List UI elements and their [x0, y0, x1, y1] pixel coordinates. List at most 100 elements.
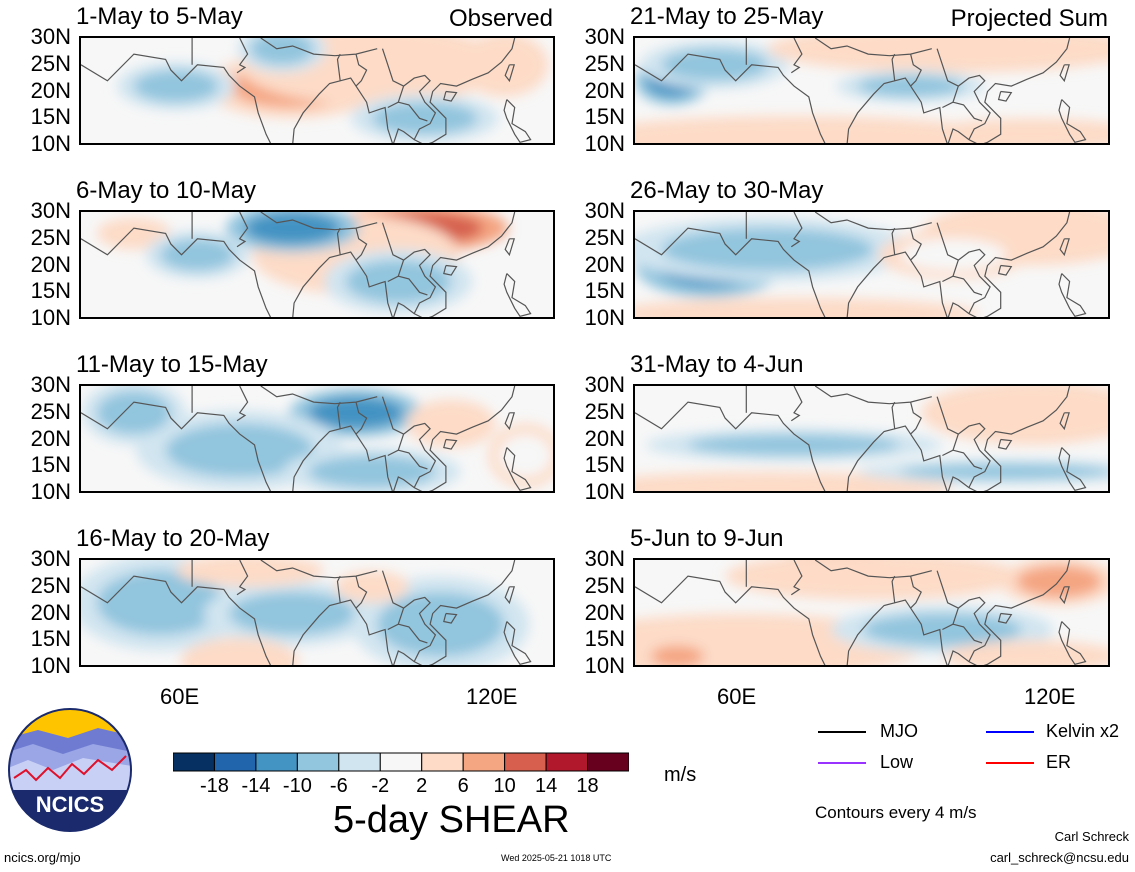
coastline-taiwan	[1059, 586, 1070, 605]
country-border	[403, 248, 437, 314]
ytick-label: 20N	[584, 425, 625, 451]
colorbar-tick-label: 2	[416, 775, 428, 797]
coastline-philippines	[503, 447, 532, 491]
country-border	[891, 575, 896, 603]
country-border	[403, 596, 437, 662]
ytick-label: 25N	[30, 398, 71, 424]
coastline-hainan	[997, 438, 1013, 450]
panel-tag: Observed	[448, 5, 553, 32]
panel-tag: Projected Sum	[950, 5, 1108, 32]
country-border	[936, 222, 960, 283]
coastline	[635, 212, 1071, 317]
footer-author: Carl Schreck	[1054, 829, 1129, 844]
country-border	[790, 560, 803, 596]
country-border	[957, 74, 991, 140]
colorbar-tick-label: -6	[329, 775, 348, 797]
ytick-label: 30N	[30, 198, 71, 223]
country-border	[381, 48, 405, 109]
coastline-philippines	[1058, 621, 1087, 665]
country-border	[952, 449, 983, 470]
country-border	[957, 422, 991, 488]
footer-url: ncics.org/mjo	[4, 850, 81, 865]
ytick-label: 10N	[30, 131, 71, 156]
colorbar-tick-label: -2	[371, 775, 390, 797]
country-border	[355, 53, 368, 87]
country-border	[910, 227, 922, 261]
country-border	[891, 227, 896, 255]
shear-blob	[419, 407, 483, 440]
legend-kelvin-label: Kelvin x2	[1046, 721, 1120, 741]
panel-title: 1-May to 5-May	[76, 3, 243, 30]
panel-title: 21-May to 25-May	[630, 3, 824, 30]
ytick-label: 15N	[584, 104, 625, 130]
colorbar-title: 5-day SHEAR	[333, 799, 570, 841]
coastline	[635, 560, 1071, 665]
country-border	[236, 386, 249, 422]
country-border	[336, 227, 341, 255]
coastline-hainan	[443, 612, 458, 624]
map-panel	[79, 384, 555, 493]
country-border	[355, 575, 368, 609]
colorbar-swatch	[296, 752, 340, 772]
coastline	[635, 386, 1071, 491]
coastline-taiwan	[504, 412, 516, 431]
ytick-label: 20N	[30, 425, 71, 451]
ytick-label: 25N	[584, 398, 625, 424]
xtick-60e-right: 60E	[717, 684, 757, 709]
colorbar-swatch	[379, 752, 423, 772]
ytick-label: 15N	[30, 452, 71, 478]
xtick-60e-left: 60E	[160, 684, 200, 709]
country-border	[260, 560, 378, 579]
country-border	[891, 53, 896, 81]
coastline-hainan	[997, 612, 1013, 624]
shear-blob	[688, 434, 900, 456]
colorbar-tick-label: 6	[457, 775, 469, 797]
colorbar-swatch	[587, 752, 630, 772]
country-border	[398, 449, 428, 470]
country-border	[236, 38, 249, 74]
country-border	[403, 74, 437, 140]
ytick-label: 10N	[584, 653, 625, 678]
colorbar-tick-label: 14	[534, 775, 558, 797]
country-border	[398, 275, 428, 296]
colorbar-tick-label: -14	[241, 775, 271, 797]
country-border	[910, 575, 922, 609]
coastline-taiwan	[504, 238, 516, 257]
coastline-taiwan	[504, 586, 516, 605]
shear-map	[81, 386, 553, 491]
country-border	[790, 212, 803, 248]
shear-blob	[498, 434, 552, 477]
country-border	[403, 422, 437, 488]
ytick-label: 10N	[584, 131, 625, 156]
shear-blob	[197, 560, 304, 582]
shear-blob	[308, 396, 404, 429]
ytick-label: 10N	[584, 305, 625, 330]
colorbar-swatch	[213, 752, 257, 772]
coastline-taiwan	[504, 64, 516, 83]
coastline-philippines	[503, 99, 532, 143]
country-border	[355, 401, 368, 435]
coastline-hainan	[997, 264, 1013, 276]
country-border	[952, 623, 983, 644]
country-border	[260, 38, 378, 57]
colorbar-swatch	[462, 752, 506, 772]
shear-blob	[96, 391, 171, 435]
footer-timestamp: Wed 2025-05-21 1018 UTC	[501, 853, 612, 863]
country-border	[236, 212, 249, 248]
shear-blob	[900, 238, 1006, 271]
colorbar-swatch	[255, 752, 298, 772]
ytick-label: 20N	[30, 251, 71, 277]
shear-blob	[377, 592, 505, 657]
ytick-label: 20N	[584, 77, 625, 103]
ytick-label: 15N	[584, 278, 625, 304]
shear-map	[81, 560, 532, 665]
ytick-label: 15N	[584, 452, 625, 478]
ytick-label: 10N	[30, 479, 71, 504]
ytick-label: 25N	[30, 224, 71, 250]
legend-er-line	[986, 762, 1034, 764]
shear-map	[635, 38, 1108, 143]
xtick-120e-right: 120E	[1024, 684, 1076, 709]
map-panel	[79, 558, 555, 667]
coastline-hainan	[443, 264, 458, 276]
coastline-taiwan	[1059, 238, 1070, 257]
